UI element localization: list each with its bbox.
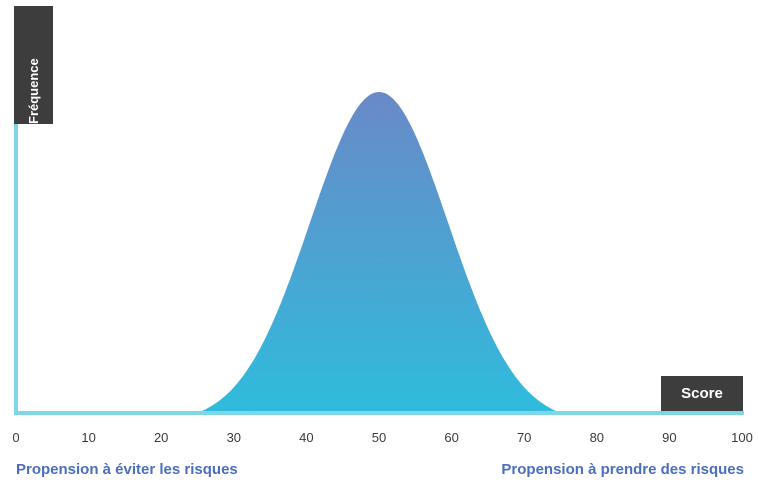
x-tick-label: 100 [731, 430, 753, 445]
x-tick-label: 0 [12, 430, 19, 445]
left-caption: Propension à éviter les risques [16, 461, 238, 478]
x-tick-labels: 0 10 20 30 40 50 60 70 80 90 100 [12, 430, 752, 445]
x-tick-label: 30 [227, 430, 241, 445]
x-tick-label: 20 [154, 430, 168, 445]
x-axis-label: Score [661, 376, 743, 411]
x-tick-label: 40 [299, 430, 313, 445]
distribution-curve-area [197, 92, 561, 413]
x-tick-label: 90 [662, 430, 676, 445]
x-tick-label: 50 [372, 430, 386, 445]
x-tick-label: 10 [81, 430, 95, 445]
right-caption: Propension à prendre des risques [501, 461, 744, 478]
y-axis-label-box [14, 6, 53, 124]
x-tick-label: 60 [444, 430, 458, 445]
x-tick-label: 70 [517, 430, 531, 445]
y-axis-label: Fréquence [26, 58, 41, 124]
x-tick-label: 80 [590, 430, 604, 445]
